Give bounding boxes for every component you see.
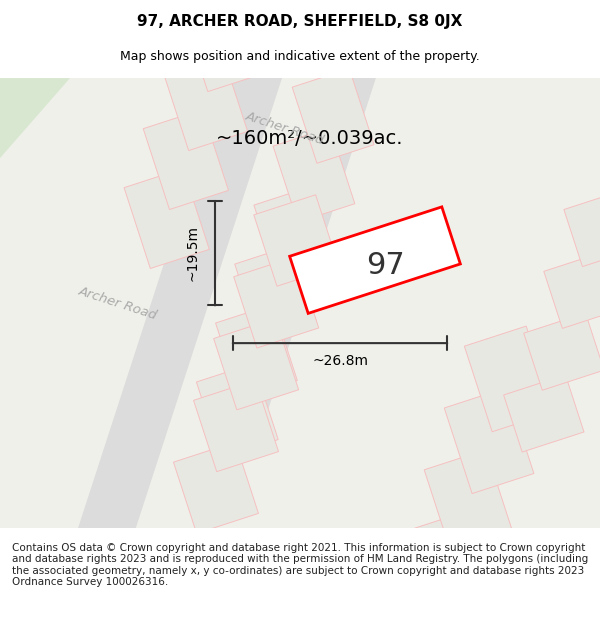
Polygon shape	[254, 195, 339, 286]
Polygon shape	[0, 78, 70, 158]
Polygon shape	[273, 127, 355, 222]
Polygon shape	[234, 257, 319, 348]
Text: 97: 97	[365, 251, 404, 279]
Polygon shape	[444, 388, 534, 494]
Text: Archer Road: Archer Road	[77, 284, 159, 322]
Text: Archer Road: Archer Road	[244, 109, 326, 147]
Text: Map shows position and indicative extent of the property.: Map shows position and indicative extent…	[120, 50, 480, 62]
Polygon shape	[464, 326, 554, 432]
Polygon shape	[182, 0, 267, 92]
Polygon shape	[211, 0, 409, 453]
Text: ~19.5m: ~19.5m	[186, 225, 200, 281]
Text: 97, ARCHER ROAD, SHEFFIELD, S8 0JX: 97, ARCHER ROAD, SHEFFIELD, S8 0JX	[137, 14, 463, 29]
Text: ~160m²/~0.039ac.: ~160m²/~0.039ac.	[216, 129, 404, 148]
Polygon shape	[124, 169, 209, 269]
Polygon shape	[196, 364, 278, 458]
Polygon shape	[163, 51, 248, 151]
Polygon shape	[58, 0, 302, 606]
Polygon shape	[254, 187, 335, 281]
Polygon shape	[214, 318, 299, 410]
Polygon shape	[424, 450, 514, 556]
Polygon shape	[564, 189, 600, 267]
Polygon shape	[544, 251, 600, 328]
Polygon shape	[292, 69, 374, 163]
Polygon shape	[503, 375, 584, 452]
Text: ~26.8m: ~26.8m	[312, 354, 368, 368]
Polygon shape	[215, 304, 298, 399]
Polygon shape	[524, 313, 600, 390]
Polygon shape	[404, 511, 494, 618]
Polygon shape	[143, 109, 229, 209]
Polygon shape	[235, 246, 317, 340]
Polygon shape	[290, 207, 460, 313]
Polygon shape	[201, 0, 286, 32]
Polygon shape	[194, 380, 278, 472]
Text: Contains OS data © Crown copyright and database right 2021. This information is : Contains OS data © Crown copyright and d…	[12, 542, 588, 588]
Polygon shape	[173, 442, 259, 534]
